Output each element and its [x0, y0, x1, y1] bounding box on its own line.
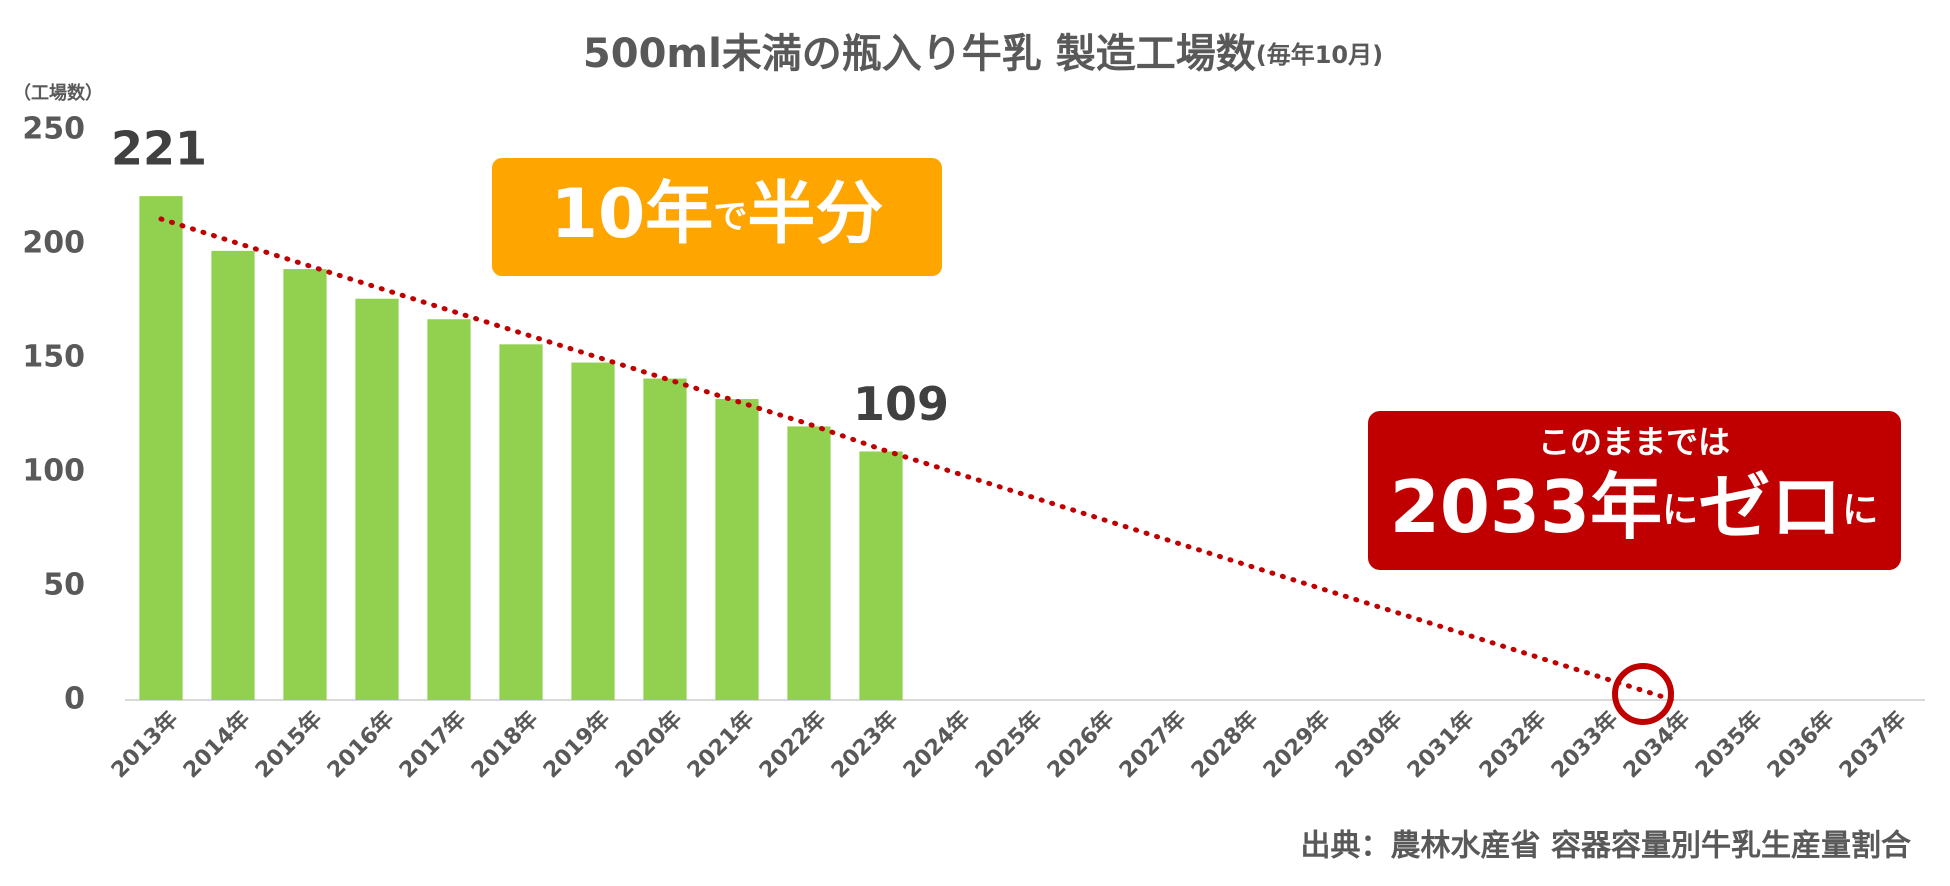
half-part: で: [713, 197, 747, 237]
bar: [571, 362, 615, 700]
x-tick-label: 2014年: [178, 706, 255, 783]
x-tick-label: 2016年: [322, 706, 399, 783]
x-tick-label: 2026年: [1042, 706, 1119, 783]
x-tick-label: 2021年: [682, 706, 759, 783]
bar: [499, 344, 543, 700]
x-tick-label: 2036年: [1762, 706, 1839, 783]
x-tick-label: 2028年: [1186, 706, 1263, 783]
chart-title: 500ml未満の瓶入り牛乳 製造工場数(毎年10月): [583, 31, 1383, 77]
x-tick-label: 2025年: [970, 706, 1047, 783]
y-tick-label: 150: [22, 340, 85, 375]
x-tick-label: 2020年: [610, 706, 687, 783]
zero-circle: [1612, 663, 1674, 725]
half-part: 10年: [551, 175, 714, 254]
x-tick-label: 2033年: [1546, 706, 1623, 783]
x-tick-label: 2019年: [538, 706, 615, 783]
y-tick-label: 250: [22, 112, 85, 147]
x-tick-label: 2032年: [1474, 706, 1551, 783]
bar: [787, 426, 831, 700]
x-tick-label: 2023年: [826, 706, 903, 783]
y-tick-label: 100: [22, 454, 85, 489]
x-tick-label: 2037年: [1834, 706, 1911, 783]
x-tick-label: 2022年: [754, 706, 831, 783]
bar: [715, 399, 759, 700]
bar: [643, 378, 687, 700]
zero-box: [1368, 411, 1901, 570]
x-tick-label: 2018年: [466, 706, 543, 783]
bar: [211, 250, 255, 700]
y-tick-label: 50: [43, 568, 85, 603]
bar: [139, 196, 183, 700]
data-label: 221: [111, 122, 207, 176]
x-tick-label: 2031年: [1402, 706, 1479, 783]
x-tick-label: 2024年: [898, 706, 975, 783]
bar: [355, 298, 399, 700]
trend-line: [158, 216, 1676, 703]
zero-part: 2033年: [1390, 465, 1662, 549]
y-tick-label: 0: [64, 682, 85, 717]
zero-part: に: [1662, 490, 1698, 531]
x-tick-label: 2015年: [250, 706, 327, 783]
bar: [859, 451, 903, 700]
x-tick-label: 2017年: [394, 706, 471, 783]
half-part: 半分: [747, 175, 883, 254]
half-text: 10年で半分: [551, 175, 884, 254]
data-label: 109: [853, 377, 949, 431]
title-main: 500ml未満の瓶入り牛乳 製造工場数: [583, 31, 1256, 77]
x-tick-label: 2027年: [1114, 706, 1191, 783]
bar: [283, 269, 327, 700]
bar: [427, 319, 471, 700]
zero-part: に: [1842, 490, 1878, 531]
x-tick-label: 2029年: [1258, 706, 1335, 783]
zero-top: このままでは: [1538, 423, 1730, 461]
zero-text: 2033年にゼロに: [1390, 465, 1878, 549]
y-tick-label: 200: [22, 226, 85, 261]
title-note: (毎年10月): [1256, 41, 1383, 69]
source: 出典：農林水産省 容器容量別牛乳生産量割合: [1301, 829, 1911, 864]
y-axis-label: （工場数）: [13, 82, 103, 104]
zero-part: ゼロ: [1698, 465, 1842, 549]
x-tick-label: 2030年: [1330, 706, 1407, 783]
half-box: [492, 158, 942, 276]
x-tick-label: 2013年: [106, 706, 183, 783]
x-tick-label: 2035年: [1690, 706, 1767, 783]
